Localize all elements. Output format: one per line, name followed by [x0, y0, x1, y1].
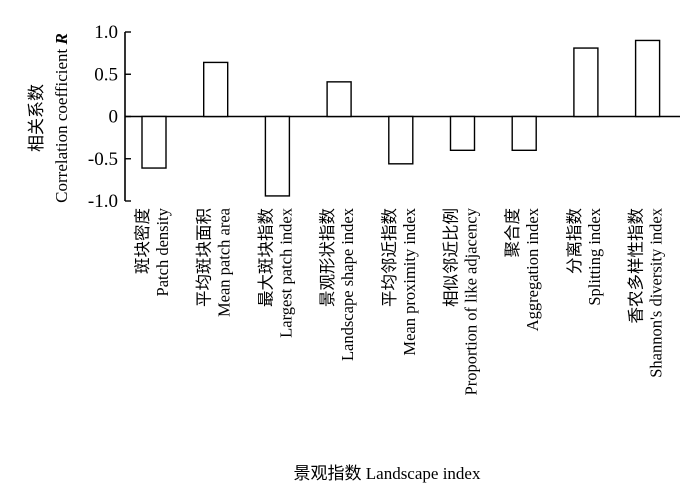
category-label-zh: 相似邻近比例 — [442, 208, 461, 307]
y-tick-label: 0.5 — [94, 64, 118, 85]
category-label-zh: 景观形状指数 — [318, 208, 337, 308]
y-tick-label: 1.0 — [94, 22, 118, 43]
bar — [202, 61, 229, 118]
category-label-en: Mean proximity index — [400, 207, 419, 355]
y-tick-label: -0.5 — [88, 149, 118, 170]
category-label-en: Shannon's diversity index — [647, 207, 666, 378]
bar — [264, 115, 291, 197]
category-label-zh: 平均邻近指数 — [380, 208, 399, 308]
bar — [511, 115, 537, 151]
bar — [388, 115, 414, 165]
y-axis-title-en-text: Correlation coefficient — [52, 49, 71, 203]
y-axis-title-zh: 相关系数 — [27, 84, 46, 152]
bar — [449, 115, 476, 151]
category-label-zh: 香农多样性指数 — [627, 208, 646, 324]
category-label-zh: 平均斑块面积 — [195, 208, 214, 307]
bar — [141, 115, 167, 169]
y-axis-title: 相关系数 Correlation coefficient R — [27, 33, 71, 203]
category-label-en: Landscape shape index — [338, 207, 357, 361]
bar — [326, 81, 352, 118]
y-axis-title-symbol: R — [52, 33, 71, 45]
bar — [573, 47, 599, 118]
category-label-zh: 斑块密度 — [133, 208, 152, 274]
category-label-en: Aggregation index — [523, 207, 542, 331]
category-label-en: Splitting index — [585, 207, 604, 305]
category-label-zh: 分离指数 — [565, 208, 584, 275]
category-label-en: Proportion of like adjacency — [462, 207, 481, 395]
y-axis-title-en: Correlation coefficient R — [52, 33, 71, 203]
category-label-en: Patch density — [153, 207, 172, 296]
bar — [634, 39, 661, 118]
x-axis-title: 景观指数 Landscape index — [294, 464, 481, 483]
category-label-zh: 最大斑块指数 — [256, 208, 275, 308]
y-tick-label: 0 — [109, 107, 119, 128]
y-tick-label: -1.0 — [88, 191, 118, 212]
category-label-en: Mean patch area — [215, 207, 234, 317]
category-label-zh: 聚合度 — [503, 208, 522, 258]
category-label-en: Largest patch index — [276, 207, 295, 338]
